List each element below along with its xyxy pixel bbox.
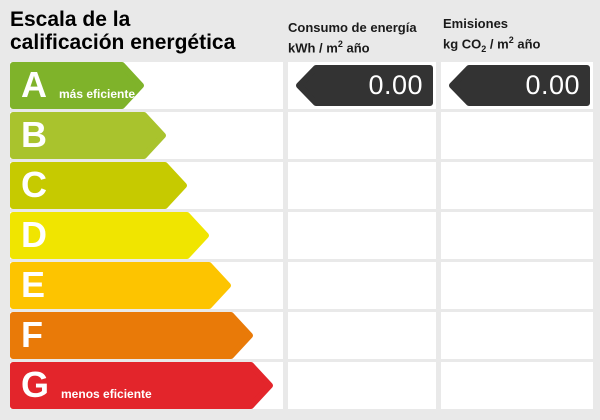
rating-arrow: G menos eficiente xyxy=(10,362,273,409)
rating-arrow-label: G menos eficiente xyxy=(10,362,273,409)
rating-row: F xyxy=(10,312,593,359)
consumo-value-cell xyxy=(288,112,436,159)
rating-arrow-cell: D xyxy=(10,212,283,259)
rating-arrow: E xyxy=(10,262,231,309)
rating-arrow-icon xyxy=(10,162,187,209)
rating-row: G menos eficiente xyxy=(10,362,593,409)
emisiones-value-cell xyxy=(441,262,593,309)
rating-arrow-label: F xyxy=(10,312,253,359)
consumo-value-cell xyxy=(288,212,436,259)
emisiones-column-unit: kg CO2 / m2 año xyxy=(443,35,541,54)
rating-arrow-cell: B xyxy=(10,112,283,159)
consumo-column-title: Consumo de energía xyxy=(288,20,417,35)
emisiones-value-cell xyxy=(441,162,593,209)
rating-arrow: A más eficiente xyxy=(10,62,144,109)
rating-arrow: D xyxy=(10,212,209,259)
rating-note: menos eficiente xyxy=(61,387,152,401)
consumo-value-cell xyxy=(288,312,436,359)
rating-arrow-cell: A más eficiente xyxy=(10,62,283,109)
consumo-badge-arrow-icon xyxy=(296,65,433,106)
emisiones-value-cell xyxy=(441,312,593,359)
emisiones-value-cell xyxy=(441,212,593,259)
rating-arrow: B xyxy=(10,112,166,159)
emisiones-badge-arrow-icon xyxy=(449,65,590,106)
rating-letter: F xyxy=(21,313,43,355)
rating-note: más eficiente xyxy=(59,87,136,101)
consumo-value-badge: 0.00 xyxy=(296,65,433,106)
consumo-column-unit: kWh / m2 año xyxy=(288,39,370,56)
rating-row: E xyxy=(10,262,593,309)
rating-arrow-icon xyxy=(10,362,273,409)
emisiones-value-cell: 0.00 xyxy=(441,62,593,109)
rating-arrow-icon xyxy=(10,212,209,259)
consumo-value-cell xyxy=(288,262,436,309)
rating-row: D xyxy=(10,212,593,259)
rating-arrow-icon xyxy=(10,312,253,359)
emisiones-value-cell xyxy=(441,362,593,409)
rating-letter: G xyxy=(21,363,50,405)
consumo-value-cell xyxy=(288,162,436,209)
page-title: Escala de la calificación energética xyxy=(10,8,235,54)
consumo-value-cell: 0.00 xyxy=(288,62,436,109)
consumo-value: 0.00 xyxy=(368,70,423,100)
rating-arrow-label: C xyxy=(10,162,187,209)
rating-letter: D xyxy=(21,213,47,255)
consumo-column-header: Consumo de energía kWh / m2 año xyxy=(288,20,417,56)
emisiones-column-header: Emisiones kg CO2 / m2 año xyxy=(443,16,540,57)
rating-arrow-icon xyxy=(10,62,144,109)
rating-arrow: F xyxy=(10,312,253,359)
consumo-value-cell xyxy=(288,362,436,409)
rating-arrow-cell: F xyxy=(10,312,283,359)
rating-arrow-cell: E xyxy=(10,262,283,309)
rating-rows: A más eficiente 0.00 0.00 B xyxy=(10,62,593,409)
rating-arrow-label: B xyxy=(10,112,166,159)
rating-arrow-icon xyxy=(10,262,231,309)
rating-arrow-cell: G menos eficiente xyxy=(10,362,283,409)
rating-arrow: C xyxy=(10,162,187,209)
emisiones-value-badge: 0.00 xyxy=(449,65,590,106)
rating-row: B xyxy=(10,112,593,159)
rating-arrow-icon xyxy=(10,112,166,159)
emisiones-value-cell xyxy=(441,112,593,159)
rating-letter: A xyxy=(21,63,47,105)
page-title-line2: calificación energética xyxy=(10,31,236,54)
rating-arrow-cell: C xyxy=(10,162,283,209)
emisiones-value: 0.00 xyxy=(525,70,580,100)
rating-arrow-label: D xyxy=(10,212,209,259)
rating-arrow-label: A más eficiente xyxy=(10,62,144,109)
rating-letter: C xyxy=(21,163,47,205)
rating-row: A más eficiente 0.00 0.00 xyxy=(10,62,593,109)
rating-arrow-label: E xyxy=(10,262,231,309)
emisiones-column-title: Emisiones xyxy=(443,16,509,31)
page-title-line1: Escala de la xyxy=(10,8,131,31)
rating-row: C xyxy=(10,162,593,209)
rating-letter: E xyxy=(21,263,46,305)
rating-letter: B xyxy=(21,113,47,155)
